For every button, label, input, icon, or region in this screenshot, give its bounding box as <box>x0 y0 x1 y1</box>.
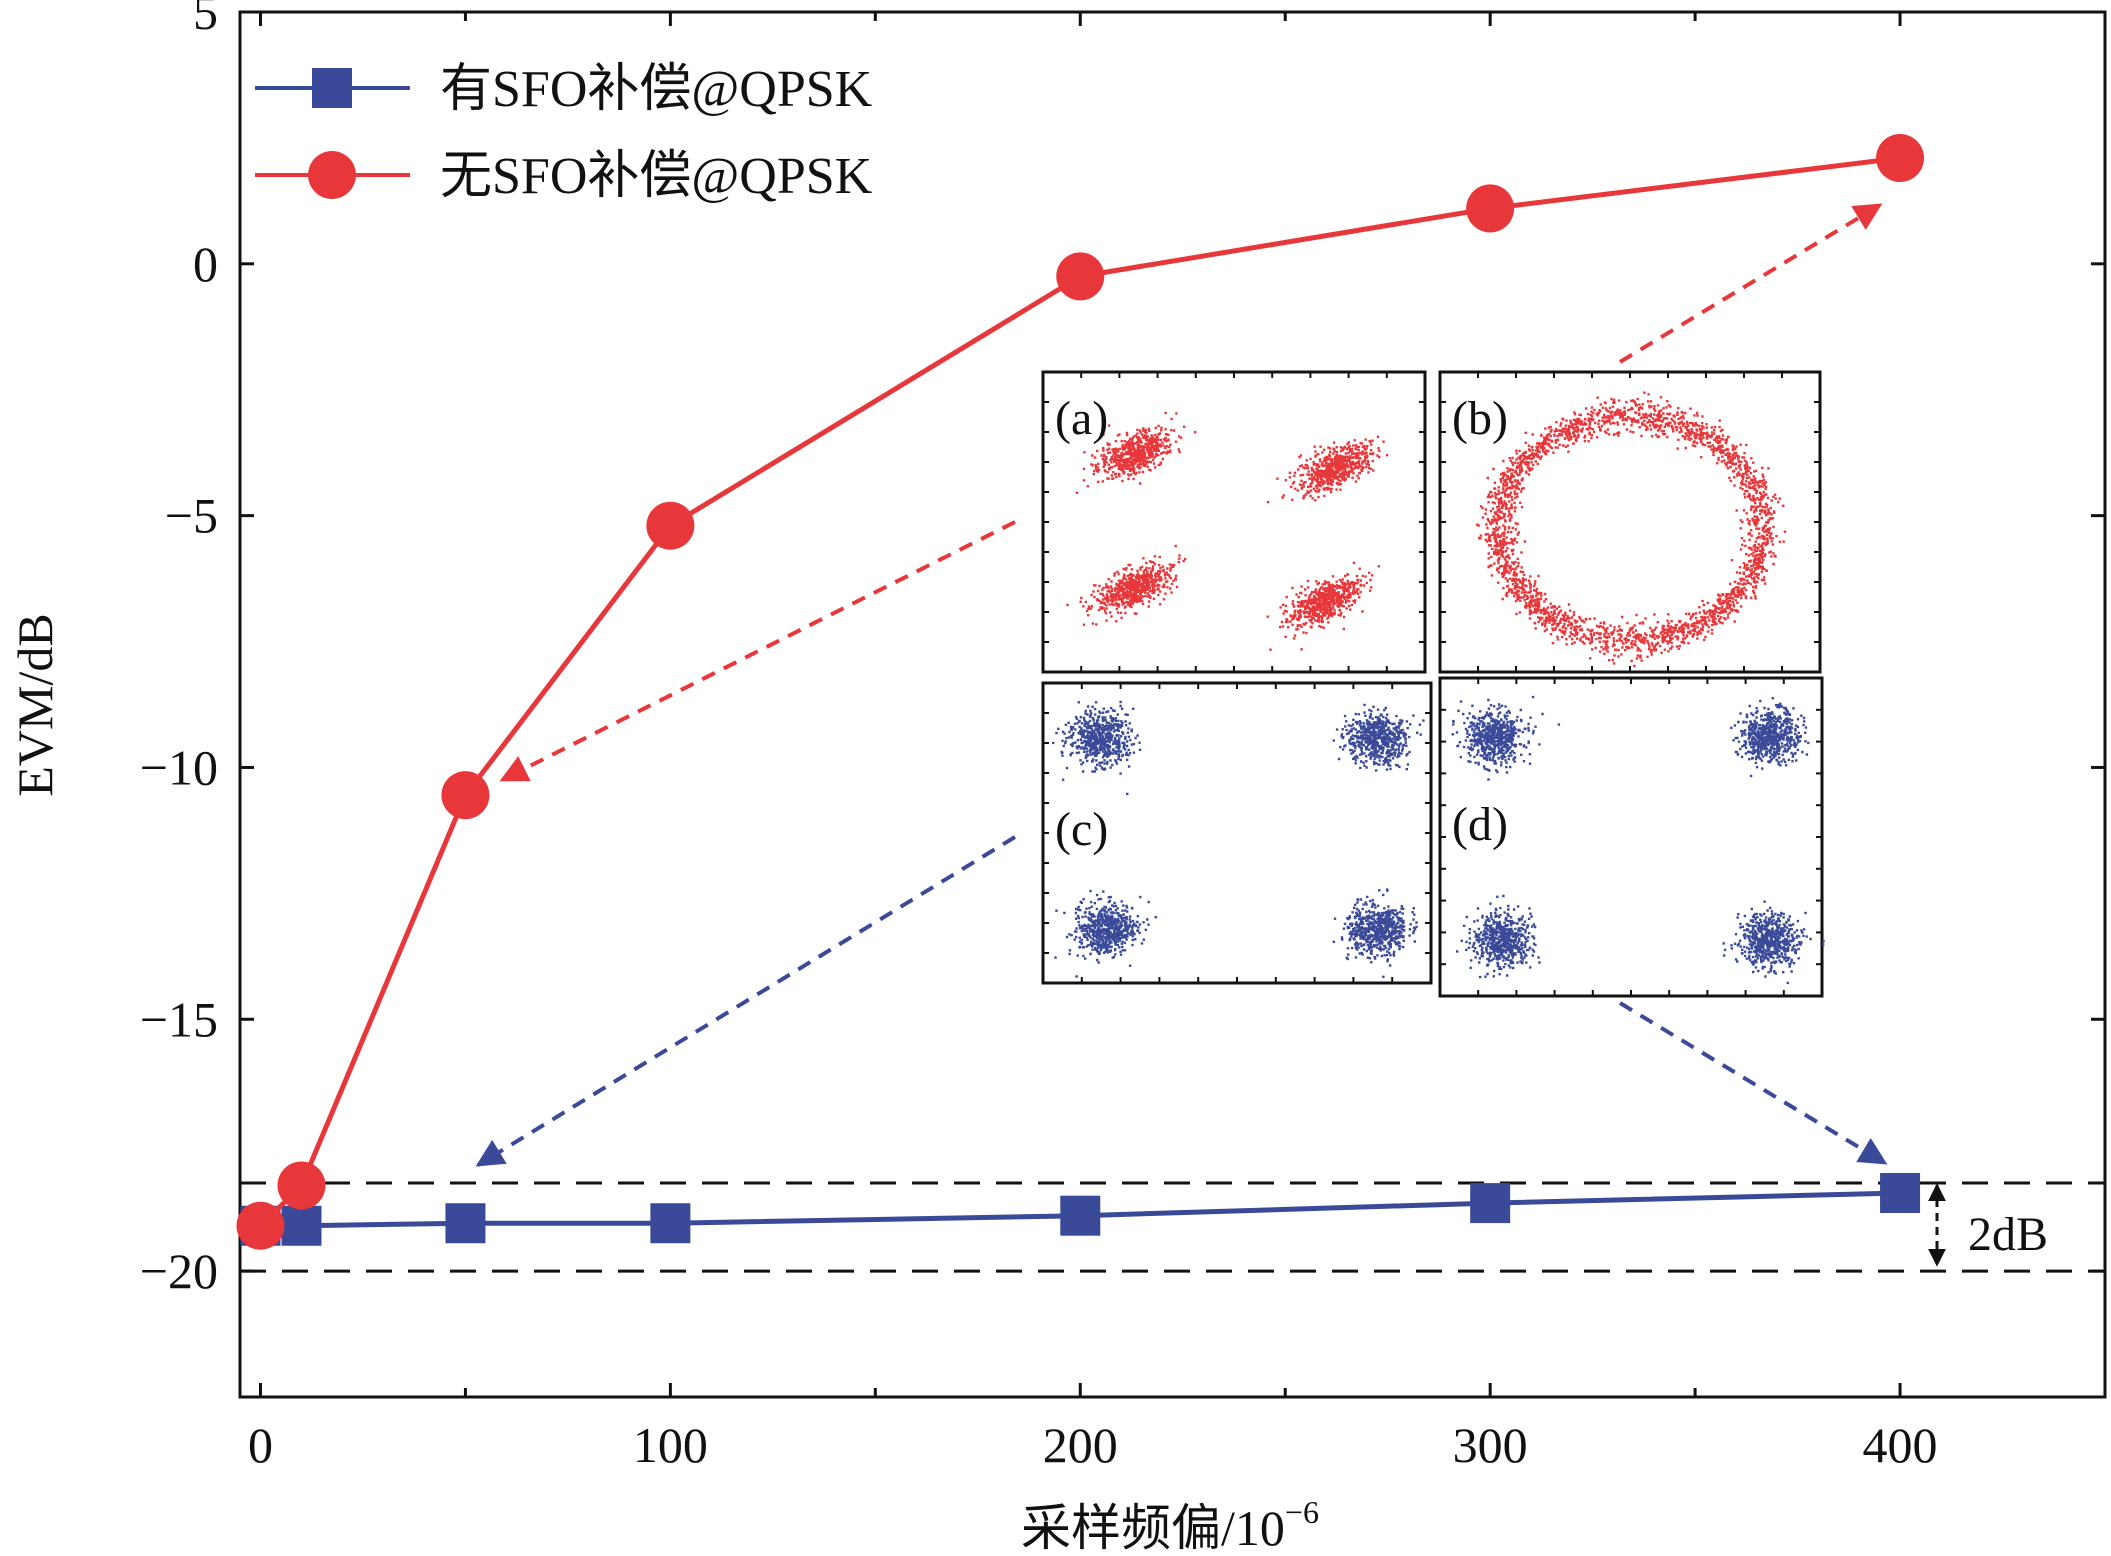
inset-label: (c) <box>1055 803 1108 856</box>
y-tick-label: 0 <box>193 236 218 292</box>
data-point <box>236 1201 285 1250</box>
x-tick-label: 0 <box>248 1417 273 1473</box>
constellation-points <box>1052 700 1425 978</box>
arrow-layer <box>475 203 1888 1167</box>
series-layer <box>236 134 1925 1250</box>
inset-a: (a) <box>1041 370 1427 674</box>
data-point <box>445 1203 486 1244</box>
y-tick-label: 5 <box>193 0 218 40</box>
reference-layer <box>240 1181 2105 1273</box>
x-tick-label: 400 <box>1863 1417 1938 1473</box>
data-point <box>277 1161 326 1210</box>
tick-layer: 0 100 200 300 400 5 0 −5 −10 −15 −20 <box>140 0 2105 1473</box>
legend-marker-uncompensated <box>308 151 356 199</box>
data-point <box>650 1203 691 1244</box>
data-point <box>281 1205 322 1246</box>
inset-frame <box>1041 370 1427 674</box>
callout-arrow <box>1618 1001 1888 1165</box>
inset-b: (b) <box>1438 370 1822 674</box>
data-point <box>1060 1195 1101 1236</box>
data-point <box>1466 184 1515 233</box>
x-tick-label: 100 <box>633 1417 708 1473</box>
callout-arrow <box>475 835 1017 1167</box>
constellation-points <box>1066 411 1389 651</box>
plot-frame <box>238 10 2107 1399</box>
inset-d: (d) <box>1438 676 1825 998</box>
inset-c: (c) <box>1041 681 1433 985</box>
inset-label: (d) <box>1452 798 1508 851</box>
legend-label-compensated: 有SFO补偿@QPSK <box>440 61 873 118</box>
legend: 有SFO补偿@QPSK 无SFO补偿@QPSK <box>255 61 873 205</box>
y-axis-title: EVM/dB <box>7 613 63 796</box>
x-tick-label: 200 <box>1043 1417 1118 1473</box>
data-point <box>1470 1183 1511 1224</box>
data-point <box>1876 134 1925 183</box>
y-tick-label: −15 <box>140 991 218 1047</box>
x-tick-label: 300 <box>1453 1417 1528 1473</box>
legend-label-uncompensated: 无SFO补偿@QPSK <box>440 148 873 205</box>
y-tick-label: −10 <box>140 739 218 795</box>
2db-annotation: 2dB <box>1968 1208 2048 1261</box>
data-point <box>441 771 490 820</box>
x-axis-title: 采样频偏/10−6 <box>1021 1494 1319 1556</box>
y-tick-label: −5 <box>165 488 218 544</box>
data-point <box>646 501 695 550</box>
inset-label: (a) <box>1055 392 1108 445</box>
legend-marker-compensated <box>312 68 352 108</box>
data-point <box>1056 252 1105 301</box>
constellation-points <box>1451 695 1825 985</box>
y-tick-label: −20 <box>140 1243 218 1299</box>
data-point <box>1880 1173 1921 1214</box>
callout-arrow <box>1618 203 1883 364</box>
callout-arrow <box>499 520 1016 782</box>
inset-layer: (a) (b) (c) (d) <box>1041 370 1825 998</box>
inset-label: (b) <box>1452 392 1508 445</box>
